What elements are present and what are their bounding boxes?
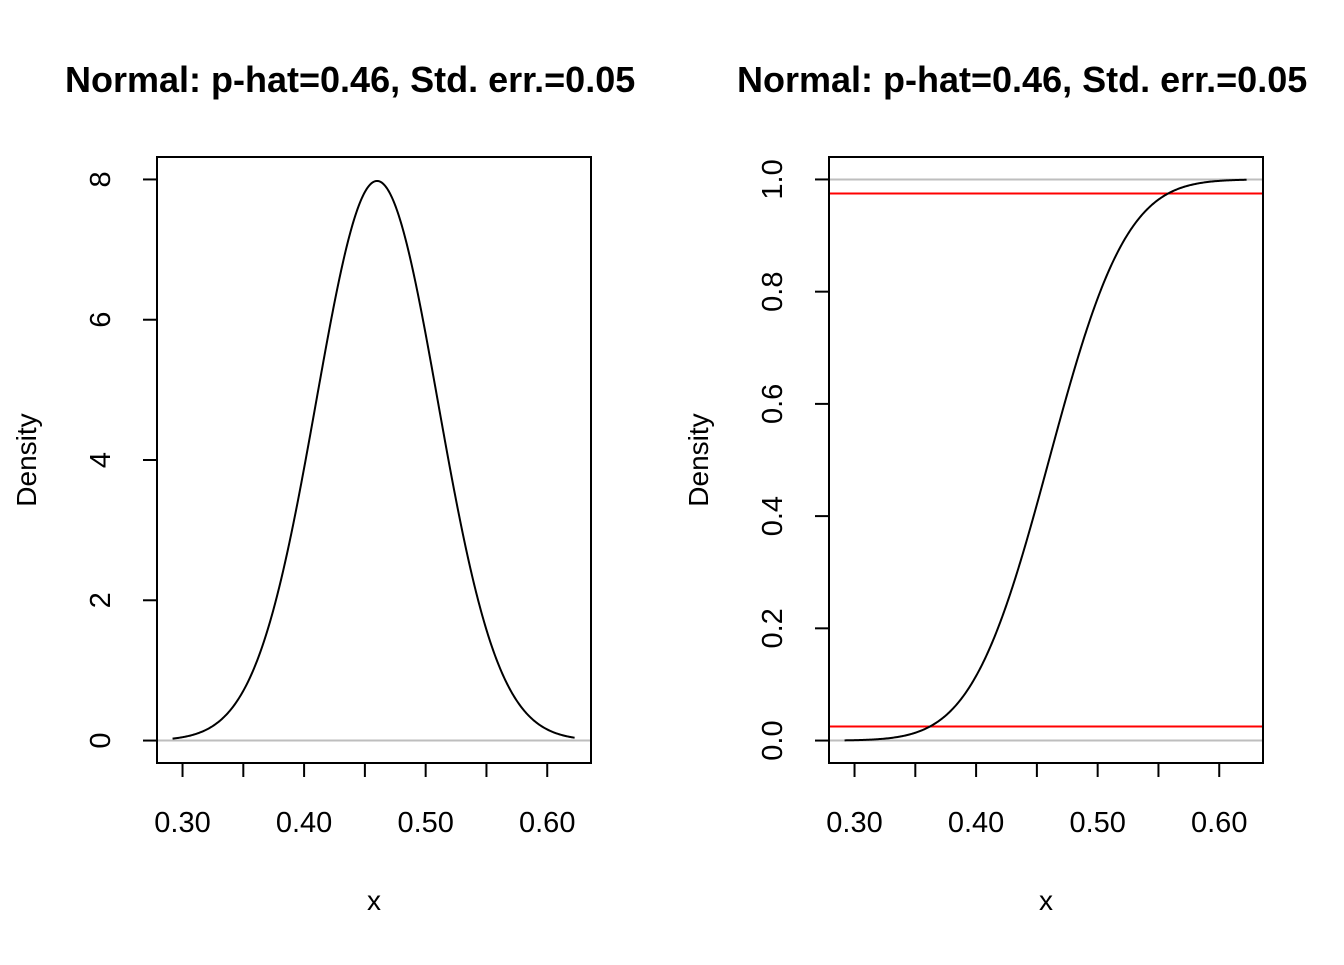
plot-frame <box>156 156 592 764</box>
x-tick-label: 0.40 <box>948 807 1004 839</box>
y-tick-label: 0 <box>85 732 117 748</box>
y-tick-label: 1.0 <box>757 159 789 199</box>
x-tick-label: 0.60 <box>1191 807 1247 839</box>
y-tick-label: 0.2 <box>757 608 789 648</box>
y-tick-label: 0.0 <box>757 720 789 760</box>
y-tick-label: 6 <box>85 312 117 328</box>
x-tick-label: 0.30 <box>154 807 210 839</box>
cdf-curve <box>844 178 1247 742</box>
density-panel: Normal: p-hat=0.46, Std. err.=0.05 0.30 0.… <box>11 59 635 916</box>
x-tick-label: 0.40 <box>276 807 332 839</box>
x-tick-label: 0.30 <box>826 807 882 839</box>
y-tick-label: 0.6 <box>757 384 789 424</box>
y-axis-title: Density <box>683 413 714 506</box>
x-axis-title: x <box>367 885 381 916</box>
y-axis-title: Density <box>11 413 42 506</box>
density-curve <box>172 179 575 740</box>
cdf-panel: Normal: p-hat=0.46, Std. err.=0.05 0.30 0.… <box>683 59 1307 916</box>
plot-frame <box>828 156 1264 764</box>
x-tick-label: 0.50 <box>397 807 453 839</box>
y-tick-label: 4 <box>85 452 117 468</box>
x-axis-title: x <box>1039 885 1053 916</box>
x-tick-label: 0.50 <box>1069 807 1125 839</box>
chart-title: Normal: p-hat=0.46, Std. err.=0.05 <box>65 59 635 100</box>
y-tick-label: 0.8 <box>757 272 789 312</box>
x-tick-label: 0.60 <box>519 807 575 839</box>
y-tick-label: 2 <box>85 592 117 608</box>
y-tick-label: 8 <box>85 171 117 187</box>
y-tick-label: 0.4 <box>757 496 789 536</box>
chart-title: Normal: p-hat=0.46, Std. err.=0.05 <box>737 59 1307 100</box>
